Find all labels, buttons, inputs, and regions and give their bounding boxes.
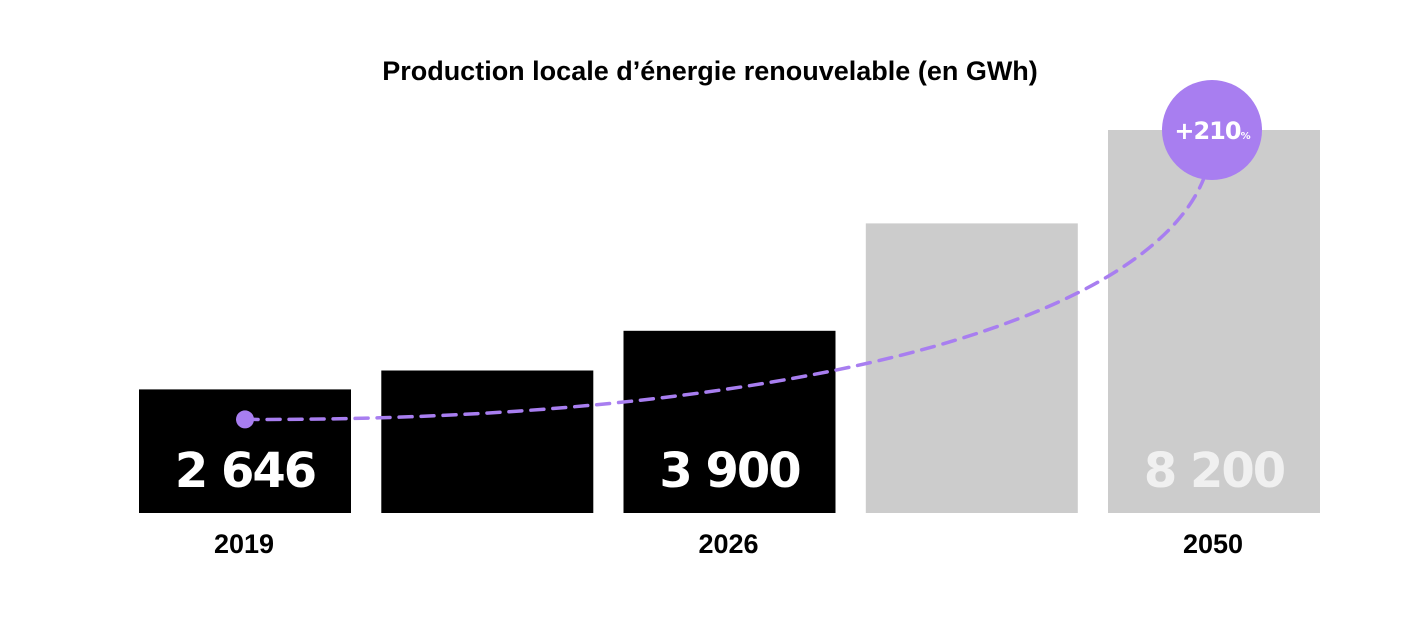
growth-badge-circle (1162, 80, 1262, 180)
growth-badge-unit: % (1241, 131, 1251, 142)
trend-dashed-line (243, 176, 1206, 422)
chart-title: Production locale d’énergie renouvelable… (382, 56, 1038, 86)
x-tick-label-2019: 2019 (214, 529, 274, 559)
bar-4 (865, 223, 1078, 513)
bar-3 (623, 330, 836, 513)
growth-badge-text: +210% (1174, 117, 1250, 145)
data-labels-group: 2 646 3 900 8 200 (175, 443, 1287, 499)
growth-badge-value: +210 (1174, 117, 1241, 145)
growth-badge: +210% (1162, 80, 1262, 180)
bar-value-label-1: 2 646 (175, 443, 315, 499)
x-tick-label-2026: 2026 (698, 529, 758, 559)
bar-1 (139, 389, 351, 513)
bar-value-label-3: 3 900 (659, 443, 800, 499)
trend-start-dot (236, 410, 254, 429)
x-tick-labels-group: 2019 2026 2050 (214, 529, 1243, 559)
x-tick-label-2050: 2050 (1183, 529, 1243, 559)
bar-2 (381, 370, 594, 513)
bar-5 (1108, 130, 1320, 513)
bars-group (139, 130, 1320, 513)
bar-value-label-5: 8 200 (1144, 443, 1285, 499)
